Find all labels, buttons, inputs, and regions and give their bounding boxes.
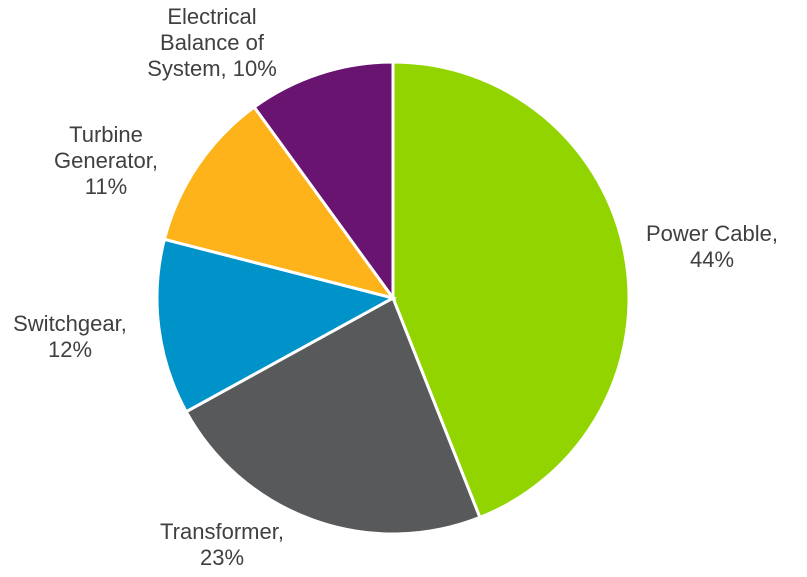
pie-slice-electrical-balance-of-system (252, 60, 395, 303)
slices-layer (155, 60, 631, 536)
labels-layer: Power Cable, 44% Transformer, 23% Switchgear… (13, 4, 778, 570)
pie-slice-power-cable (391, 60, 631, 520)
pie-slice-switchgear (155, 237, 398, 414)
pie-slice-turbine-generator (162, 104, 397, 301)
data-label-turbine-generator: Turbine Generator, 11% (54, 122, 158, 199)
data-label-switchgear: Switchgear, 12% (13, 311, 127, 362)
data-label-transformer: Transformer, 23% (160, 519, 284, 570)
data-label-power-cable: Power Cable, 44% (646, 221, 778, 272)
pie-slice-transformer (184, 295, 482, 536)
data-label-electrical-balance-of-system: Electrical Balance of System, 10% (147, 4, 277, 81)
